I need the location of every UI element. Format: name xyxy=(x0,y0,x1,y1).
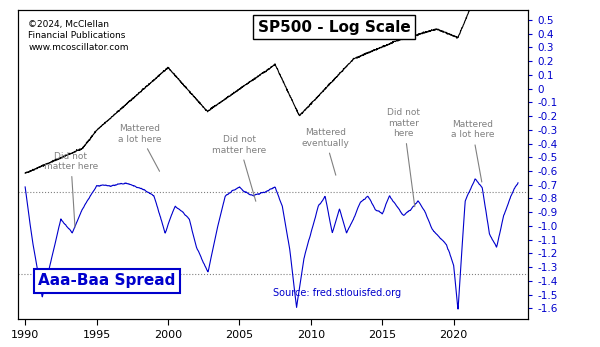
Text: SP500 - Log Scale: SP500 - Log Scale xyxy=(258,20,410,35)
Text: Mattered
eventually: Mattered eventually xyxy=(301,128,349,175)
Text: Source: fred.stlouisfed.org: Source: fred.stlouisfed.org xyxy=(273,288,401,298)
Text: Aaa-Baa Spread: Aaa-Baa Spread xyxy=(38,273,176,288)
Text: ©2024, McClellan
Financial Publications
www.mcoscillator.com: ©2024, McClellan Financial Publications … xyxy=(28,20,128,52)
Text: Did not
matter here: Did not matter here xyxy=(212,135,266,201)
Text: Did not
matter
here: Did not matter here xyxy=(387,108,420,207)
Text: Did not
matter here: Did not matter here xyxy=(44,152,98,227)
Text: Mattered
a lot here: Mattered a lot here xyxy=(118,124,161,171)
Text: Mattered
a lot here: Mattered a lot here xyxy=(451,120,494,182)
